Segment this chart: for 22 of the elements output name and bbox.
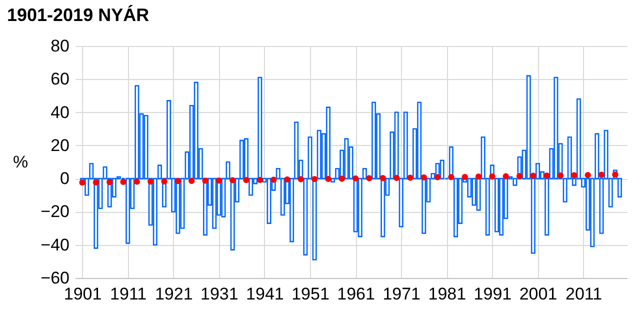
y-tick-label: 40 bbox=[50, 102, 70, 122]
x-tick-label: 1991 bbox=[474, 284, 512, 304]
y-tick-label: −60 bbox=[40, 268, 70, 288]
y-tick-label: 80 bbox=[50, 36, 70, 56]
x-tick-label: 1941 bbox=[246, 284, 284, 304]
x-tick-label: 1971 bbox=[382, 284, 421, 304]
y-tick-label: 20 bbox=[50, 136, 70, 155]
x-tick-label: 1921 bbox=[154, 284, 193, 304]
y-tick-label: 60 bbox=[50, 70, 70, 89]
x-tick-label: 2001 bbox=[519, 284, 558, 304]
x-tick-label: 1901 bbox=[64, 284, 102, 304]
chart-title: 1901-2019 NYÁR bbox=[7, 5, 150, 25]
y-tick-label: 0 bbox=[60, 169, 70, 188]
x-tick-label: 1931 bbox=[200, 284, 238, 304]
x-tick-label: 2011 bbox=[566, 284, 602, 304]
y-tick-label: −40 bbox=[40, 235, 70, 254]
x-tick-label: 1981 bbox=[428, 284, 466, 304]
y-axis-title: % bbox=[12, 152, 28, 172]
x-tick-label: 1911 bbox=[110, 284, 147, 304]
y-tick-label: −20 bbox=[40, 202, 70, 222]
x-tick-label: 1951 bbox=[292, 284, 330, 304]
x-tick-label: 1961 bbox=[337, 284, 375, 304]
